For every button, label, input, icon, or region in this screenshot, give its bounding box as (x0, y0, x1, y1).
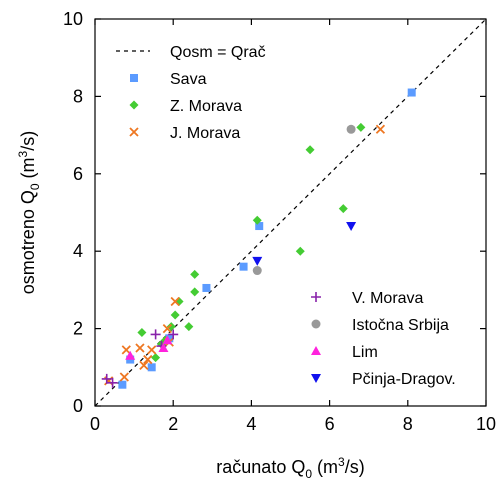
plot-border (94, 18, 487, 407)
data-point-lim (125, 350, 136, 360)
data-point-sava (255, 222, 264, 231)
legend-label: Pčinja-Dragov. (352, 371, 456, 388)
data-point-sava (165, 334, 174, 343)
data-point-sava (147, 363, 156, 372)
data-point-isto-na-srbija (252, 266, 262, 276)
legend: Qosm = Qrač Sava Z. Morava J. Morava V. Mora… (116, 44, 456, 388)
data-point-j-morava (143, 354, 153, 365)
data-point-z-morava (252, 215, 262, 225)
data-point-p-inja-dragov (346, 222, 357, 232)
legend-symbol-isto-na-srbija (311, 319, 321, 329)
data-point-v-morava (101, 373, 112, 384)
data-point-z-morava (295, 246, 305, 256)
data-point-j-morava (104, 376, 114, 386)
data-point-z-morava (170, 310, 180, 320)
y-axis-label: osmotreno Q0 (m3/s) (16, 131, 42, 294)
legend-label: Istočna Srbija (352, 317, 449, 334)
y-tick-label: 4 (73, 241, 83, 261)
y-tick-label: 0 (73, 396, 83, 416)
data-point-j-morava (119, 372, 129, 382)
data-point-sava (239, 262, 248, 271)
legend-symbol-z-morava (129, 100, 139, 110)
data-point-j-morava (162, 323, 172, 334)
y-tick-label: 10 (63, 9, 83, 29)
data-point-z-morava (356, 122, 366, 132)
data-point-z-morava (184, 322, 194, 332)
data-point-v-morava (168, 329, 179, 340)
data-point-j-morava (121, 345, 131, 355)
y-tick-label: 2 (73, 319, 83, 339)
data-point-z-morava (305, 145, 315, 155)
data-point-z-morava (166, 322, 176, 332)
data-point-isto-na-srbija (346, 124, 356, 134)
legend-label: Sava (170, 71, 207, 88)
plot-frame (94, 18, 487, 407)
data-point-z-morava (190, 269, 200, 279)
data-point-j-morava (147, 345, 157, 355)
data-point-lim (162, 335, 173, 345)
x-tick-label: 10 (476, 414, 496, 434)
y-tick-label: 6 (73, 164, 83, 184)
x-tick-label: 6 (325, 414, 335, 434)
data-point-j-morava (375, 124, 386, 134)
legend-symbol-v-morava (311, 292, 321, 302)
y-tick-label: 8 (73, 86, 83, 106)
legend-symbol-sava (130, 74, 138, 82)
x-axis-label: računato Q0 (m3/s) (216, 455, 364, 481)
legend-label: Qosm = Qrač (170, 44, 266, 61)
legend-label: J. Morava (170, 125, 240, 142)
x-tick-label: 4 (246, 414, 256, 434)
data-point-z-morava (338, 204, 348, 214)
legend-symbol-p-inja-dragov (311, 374, 321, 383)
data-point-z-morava (151, 353, 161, 363)
data-point-v-morava (150, 329, 161, 340)
x-tick-label: 8 (403, 414, 413, 434)
data-point-z-morava (137, 327, 147, 337)
x-tick-label: 0 (90, 414, 100, 434)
data-point-sava (202, 283, 211, 292)
data-point-lim (158, 342, 169, 352)
data-point-j-morava (170, 296, 180, 307)
data-point-p-inja-dragov (252, 256, 263, 266)
axis-ticks: 0 2 4 6 8 10 0 2 4 6 8 10 (63, 9, 496, 434)
x-tick-label: 2 (168, 414, 178, 434)
data-point-j-morava (139, 360, 149, 371)
legend-symbol-lim (311, 346, 321, 355)
legend-symbol-j-morava (129, 127, 139, 137)
legend-label: Z. Morava (170, 98, 242, 115)
data-point-sava (407, 88, 416, 97)
data-point-z-morava (190, 287, 200, 297)
data-point-v-morava (107, 377, 118, 388)
legend-label: V. Morava (352, 290, 424, 307)
data-point-sava (118, 380, 127, 389)
legend-label: Lim (352, 344, 378, 361)
data-point-j-morava (135, 343, 145, 353)
data-points (101, 88, 416, 389)
